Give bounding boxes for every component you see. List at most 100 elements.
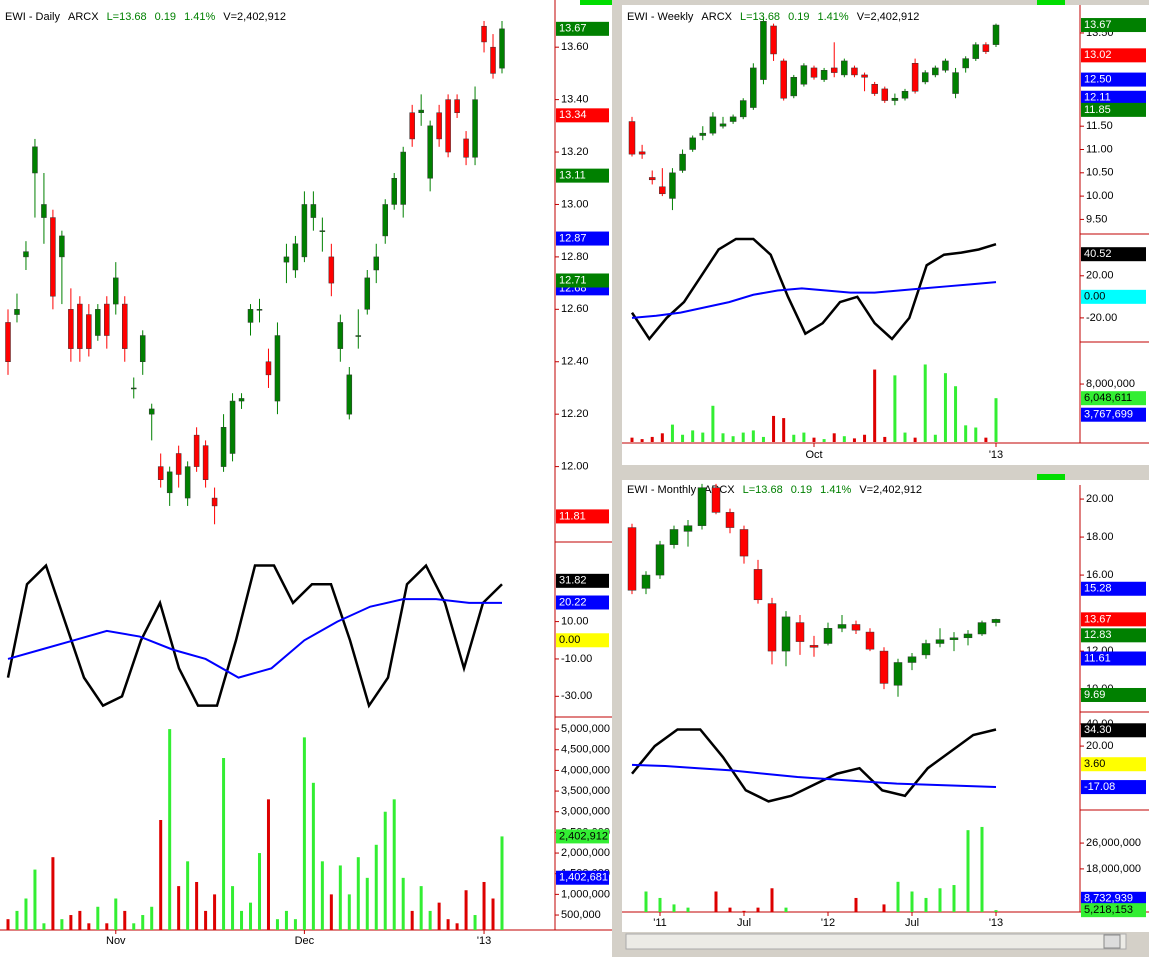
candle-body	[810, 67, 818, 78]
candle-body	[921, 72, 929, 83]
value-badge	[556, 509, 609, 524]
candle-body	[942, 60, 949, 71]
volume-bar	[24, 898, 28, 930]
candle-body	[337, 322, 344, 349]
candle-body	[627, 527, 637, 591]
volume-bar	[672, 904, 676, 912]
vol-tick-label: 3,500,000	[561, 785, 610, 797]
candle-body	[655, 544, 665, 576]
candle-body	[373, 256, 380, 271]
y-tick-label: 13.00	[561, 198, 589, 210]
oscillator-line	[631, 763, 997, 788]
y-tick-label: 12.00	[561, 461, 589, 473]
volume-bar	[141, 915, 145, 930]
volume-bar	[650, 436, 654, 442]
window-tab[interactable]	[580, 0, 612, 5]
volume-bar	[6, 919, 10, 930]
candle-body	[841, 60, 848, 76]
candle-body	[229, 400, 236, 454]
volume-bar	[943, 373, 947, 442]
candle-body	[59, 235, 65, 258]
value-badge-label: 13.67	[559, 23, 587, 35]
candle-body	[795, 622, 805, 642]
volume-bar	[249, 902, 253, 930]
window-tab[interactable]	[1037, 474, 1065, 480]
volume-bar	[812, 437, 816, 442]
volume-bar	[275, 919, 279, 930]
value-badge	[1081, 581, 1146, 596]
volume-bar	[910, 891, 914, 912]
volume-bar	[320, 861, 324, 930]
value-badge	[1081, 628, 1146, 643]
chart-header-exchange: ARCX	[68, 11, 99, 23]
candle-body	[830, 67, 838, 73]
volume-bar	[473, 915, 477, 930]
value-badge	[1081, 72, 1146, 87]
volume-bar	[159, 819, 163, 930]
volume-bar	[964, 425, 968, 442]
chart-header-last: L=13.68	[107, 11, 147, 23]
candle-body	[719, 123, 727, 127]
value-badge-label: 12.50	[1084, 73, 1112, 85]
chart-header-change: 0.19	[155, 11, 176, 23]
value-badge-label: 3,767,699	[1084, 409, 1133, 421]
volume-bar	[500, 836, 504, 930]
candle-body	[935, 639, 945, 644]
vol-tick-label: 1,000,000	[561, 888, 610, 900]
value-badge-label: 15.28	[1084, 583, 1112, 595]
volume-bar	[802, 432, 806, 442]
candle-body	[750, 67, 757, 108]
candle-body	[175, 453, 182, 475]
y-tick-label: 13.40	[561, 94, 589, 106]
candle-body	[932, 67, 939, 76]
value-badge-label: 13.67	[1084, 19, 1112, 31]
volume-bar	[231, 886, 235, 930]
volume-bar	[701, 432, 705, 442]
candle-body	[481, 25, 487, 43]
volume-bar	[257, 853, 261, 930]
candle-body	[697, 487, 707, 526]
volume-bar	[302, 737, 306, 930]
osc-tick-label: 10.00	[561, 615, 589, 627]
candle-body	[891, 97, 899, 101]
volume-bar	[883, 436, 887, 442]
volume-bar	[966, 830, 970, 912]
value-badge	[1081, 891, 1146, 906]
candle-body	[238, 398, 245, 402]
candle-body	[739, 529, 749, 557]
candle-body	[68, 309, 74, 349]
y-tick-label: 16.00	[1086, 569, 1114, 581]
value-badge	[1081, 723, 1146, 738]
oscillator-line	[6, 563, 503, 709]
scrollbar[interactable]	[625, 933, 1127, 950]
candle-body	[963, 633, 973, 639]
candle-body	[901, 90, 909, 99]
volume-bar	[383, 811, 387, 930]
window-tab[interactable]	[1037, 0, 1065, 5]
scroll-thumb[interactable]	[1103, 934, 1121, 949]
volume-bar	[681, 434, 685, 442]
candle-body	[711, 487, 721, 513]
value-badge	[1081, 90, 1146, 105]
candle-body	[95, 309, 101, 336]
value-badge	[556, 870, 609, 885]
candle-body	[809, 645, 819, 648]
value-badge	[1081, 612, 1146, 627]
candle-body	[729, 116, 737, 122]
volume-bar	[731, 436, 735, 442]
y-tick-label: 12.80	[561, 251, 589, 263]
candle-body	[962, 58, 969, 69]
oscillator-line	[631, 281, 997, 319]
volume-bar	[177, 886, 181, 930]
candle-body	[113, 277, 119, 305]
volume-bar	[347, 894, 351, 930]
chart-header-last: L=13.68	[740, 11, 780, 23]
value-badge-label: 20.22	[559, 596, 587, 608]
volume-bar	[728, 907, 732, 912]
value-badge	[556, 231, 609, 246]
candle-body	[823, 628, 833, 644]
vol-tick-label: 4,500,000	[561, 744, 610, 756]
candle-body	[490, 46, 496, 74]
value-badge-label: -17.08	[1084, 781, 1115, 793]
candle-body	[851, 67, 858, 76]
